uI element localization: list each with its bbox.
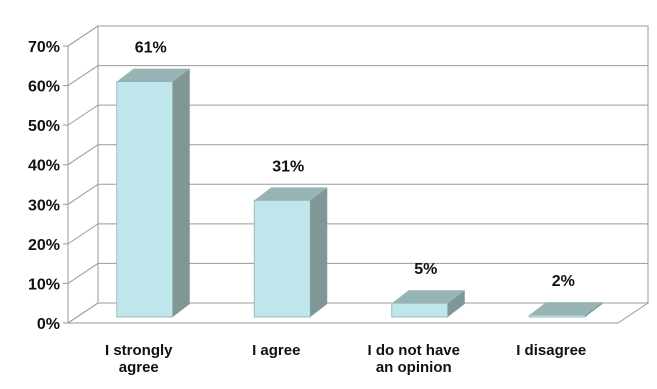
gridline-side <box>67 302 99 324</box>
x-category-label-line: an opinion <box>376 359 452 376</box>
x-category-label-line: I do not have <box>367 342 460 359</box>
x-category-label-line: I strongly <box>105 342 173 359</box>
bar-side <box>447 290 465 317</box>
bar-side <box>310 187 328 317</box>
x-category-label-line: I agree <box>252 342 300 359</box>
bar-top <box>529 302 603 316</box>
y-tick-label: 0% <box>37 316 60 333</box>
y-tick-label: 20% <box>28 237 60 254</box>
bar-side <box>585 302 603 317</box>
gridline-side <box>67 65 99 86</box>
bars <box>116 68 603 318</box>
data-label: 31% <box>272 158 304 175</box>
x-axis-labels: I strongly agree I agree I do not have an op… <box>105 342 586 376</box>
y-tick-label: 30% <box>28 197 60 214</box>
y-tick-label: 10% <box>28 276 60 293</box>
x-category-label-line: I disagree <box>516 342 586 359</box>
gridline-side <box>67 104 99 126</box>
bar-side <box>172 68 190 317</box>
bar-front <box>528 314 586 318</box>
gridline-side <box>67 25 99 47</box>
bar <box>116 68 190 318</box>
bar-front <box>253 199 311 318</box>
bar-top <box>116 68 190 82</box>
data-labels: 61% 31% 5% 2% <box>135 40 575 290</box>
x-category-label: I strongly agree <box>105 342 173 376</box>
bar <box>253 187 328 318</box>
bar <box>391 290 465 318</box>
y-axis-labels: 0% 10% 20% 30% 40% 50% 60% 70% <box>28 39 60 333</box>
side-wall <box>67 25 99 324</box>
gridline-side <box>67 183 99 205</box>
bar <box>528 302 603 318</box>
y-tick-label: 70% <box>28 39 60 56</box>
x-category-label: I agree <box>252 342 300 359</box>
chart-walls <box>66 25 650 324</box>
y-tick-label: 60% <box>28 79 60 96</box>
data-label: 61% <box>135 40 167 57</box>
x-category-label: I disagree <box>516 342 586 359</box>
bar-top <box>254 187 328 201</box>
bar-top <box>391 290 465 304</box>
y-tick-label: 50% <box>28 118 60 135</box>
bar-front <box>116 81 174 318</box>
data-label: 2% <box>552 273 575 290</box>
y-tick-label: 40% <box>28 158 60 175</box>
bar-front <box>391 302 449 318</box>
x-category-label-line: agree <box>119 359 159 376</box>
gridline-side <box>67 144 99 166</box>
gridline-side <box>67 263 99 284</box>
data-label: 5% <box>414 261 437 278</box>
x-category-label: I do not have an opinion <box>367 342 460 376</box>
gridline-side <box>67 223 99 245</box>
